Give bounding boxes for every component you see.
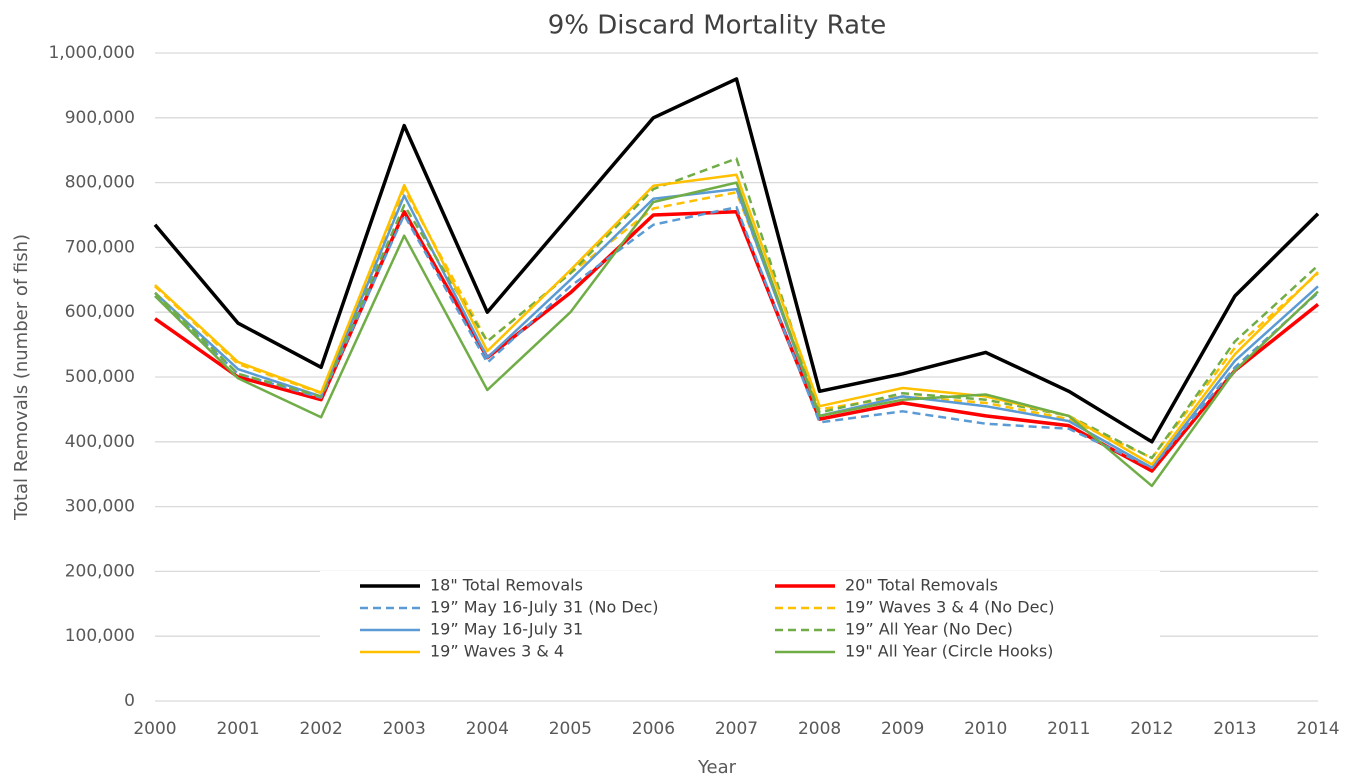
legend: 18" Total Removals 20" Total Removals 19” … bbox=[320, 571, 1160, 661]
y-tick-label: 500,000 bbox=[65, 367, 135, 387]
x-tick-label: 2010 bbox=[964, 719, 1007, 739]
x-tick-label: 2012 bbox=[1130, 719, 1173, 739]
series-line bbox=[154, 181, 1319, 488]
series-line bbox=[153, 77, 1320, 444]
x-tick-label: 2013 bbox=[1213, 719, 1256, 739]
x-tick-label: 2009 bbox=[881, 719, 924, 739]
chart-title: 9% Discard Mortality Rate bbox=[548, 11, 887, 41]
x-axis-title: Year bbox=[697, 757, 737, 778]
legend-label: 19” Waves 3 & 4 bbox=[430, 642, 564, 661]
x-tick-label: 2006 bbox=[632, 719, 675, 739]
x-tick-label: 2005 bbox=[549, 719, 592, 739]
y-tick-label: 900,000 bbox=[65, 108, 135, 128]
series-line bbox=[154, 173, 1319, 466]
legend-label: 19” All Year (No Dec) bbox=[845, 620, 1013, 639]
x-tick-label: 2014 bbox=[1296, 719, 1339, 739]
x-tick-label: 2000 bbox=[133, 719, 176, 739]
y-tick-label: 800,000 bbox=[65, 173, 135, 193]
y-tick-label: 0 bbox=[124, 691, 135, 711]
x-tick-label: 2011 bbox=[1047, 719, 1090, 739]
y-tick-label: 700,000 bbox=[65, 237, 135, 257]
series-line bbox=[154, 157, 1319, 460]
y-tick-label: 600,000 bbox=[65, 302, 135, 322]
y-tick-label: 300,000 bbox=[65, 497, 135, 517]
y-tick-label: 200,000 bbox=[65, 561, 135, 581]
x-tick-label: 2004 bbox=[466, 719, 509, 739]
x-tick-label: 2002 bbox=[300, 719, 343, 739]
x-tick-label: 2008 bbox=[798, 719, 841, 739]
x-tick-label: 2007 bbox=[715, 719, 758, 739]
y-tick-label: 1,000,000 bbox=[48, 43, 135, 63]
series-line bbox=[154, 205, 1319, 469]
legend-background bbox=[320, 571, 1160, 661]
series-line bbox=[154, 187, 1319, 460]
series-line bbox=[154, 187, 1319, 469]
x-tick-label: 2003 bbox=[383, 719, 426, 739]
legend-label: 19” May 16-July 31 bbox=[430, 620, 583, 639]
legend-label: 19” Waves 3 & 4 (No Dec) bbox=[845, 598, 1054, 617]
y-axis-title: Total Removals (number of fish) bbox=[11, 234, 32, 521]
y-tick-label: 100,000 bbox=[65, 626, 135, 646]
legend-label: 18" Total Removals bbox=[430, 576, 583, 595]
legend-label: 19” May 16-July 31 (No Dec) bbox=[430, 598, 659, 617]
x-tick-label: 2001 bbox=[216, 719, 259, 739]
y-tick-label: 400,000 bbox=[65, 432, 135, 452]
legend-label: 19" All Year (Circle Hooks) bbox=[845, 642, 1053, 661]
legend-label: 20" Total Removals bbox=[845, 576, 998, 595]
